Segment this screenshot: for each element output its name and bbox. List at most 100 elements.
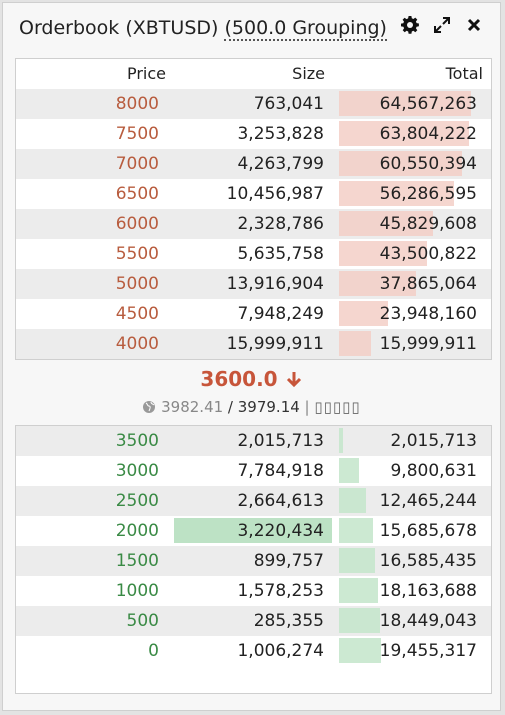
bid-size: 2,664,613: [237, 491, 324, 511]
ask-row[interactable]: 5000 13,916,904 37,865,064: [16, 269, 491, 299]
bid-row[interactable]: 1500 899,757 16,585,435: [16, 546, 491, 576]
bid-row[interactable]: 2500 2,664,613 12,465,244: [16, 486, 491, 516]
ask-row[interactable]: 6500 10,456,987 56,286,595: [16, 179, 491, 209]
bid-total: 9,800,631: [390, 461, 477, 481]
arrow-down-icon: [286, 372, 301, 388]
ask-size: 13,916,904: [226, 274, 324, 294]
depth-bar: [339, 211, 433, 236]
grouping-selector[interactable]: (500.0 Grouping): [224, 17, 387, 41]
bid-size: 899,757: [253, 551, 324, 571]
index-price[interactable]: 3982.41: [161, 398, 224, 416]
gear-icon[interactable]: [400, 15, 420, 35]
depth-bar: [339, 331, 371, 356]
bid-row[interactable]: 1000 1,578,253 18,163,688: [16, 576, 491, 606]
bid-total: 2,015,713: [390, 431, 477, 451]
close-icon[interactable]: [464, 15, 484, 35]
globe-icon: [143, 401, 156, 413]
bid-price: 2500: [115, 491, 159, 511]
title-text: Orderbook (XBTUSD): [19, 17, 219, 39]
bid-row[interactable]: 500 285,355 18,449,043: [16, 606, 491, 636]
placeholder-glyphs: ▯▯▯▯▯: [314, 398, 361, 416]
ask-total: 45,829,608: [379, 214, 477, 234]
ask-size: 3,253,828: [237, 124, 324, 144]
bids-table: 3500 2,015,713 2,015,713 3000 7,784,918 9,800…: [15, 425, 492, 694]
ask-price: 7500: [115, 124, 159, 144]
ask-row[interactable]: 7500 3,253,828 63,804,222: [16, 119, 491, 149]
ask-price: 7000: [115, 154, 159, 174]
depth-bar: [339, 458, 359, 483]
bid-total: 16,585,435: [379, 551, 477, 571]
depth-bar: [339, 608, 380, 633]
last-price-value: 3600.0: [200, 367, 278, 391]
bid-total: 15,685,678: [379, 521, 477, 541]
column-headers: Price Size Total: [16, 59, 491, 89]
bid-price: 3000: [115, 461, 159, 481]
ask-total: 60,550,394: [379, 154, 477, 174]
ask-total: 15,999,911: [379, 334, 477, 354]
ask-total: 64,567,263: [379, 94, 477, 114]
bid-total: 12,465,244: [379, 491, 477, 511]
depth-bar: [339, 428, 343, 453]
bid-row[interactable]: 2000 3,220,434 15,685,678: [16, 516, 491, 546]
ask-row[interactable]: 4000 15,999,911 15,999,911: [16, 329, 491, 359]
ask-price: 6000: [115, 214, 159, 234]
expand-icon[interactable]: [432, 15, 452, 35]
index-mark-prices: 3982.41 / 3979.14 | ▯▯▯▯▯: [3, 398, 500, 416]
ask-total: 37,865,064: [379, 274, 477, 294]
bid-row[interactable]: 0 1,006,274 19,455,317: [16, 636, 491, 666]
bid-price: 2000: [115, 521, 159, 541]
panel-title: Orderbook (XBTUSD) (500.0 Grouping): [19, 17, 387, 41]
header-actions: [400, 15, 484, 35]
ask-row[interactable]: 7000 4,263,799 60,550,394: [16, 149, 491, 179]
depth-bar: [339, 151, 462, 176]
ask-total: 56,286,595: [379, 184, 477, 204]
depth-bar: [339, 638, 381, 663]
bid-size: 1,006,274: [237, 641, 324, 661]
size-highlight-bar: [174, 518, 332, 543]
orderbook-panel: Orderbook (XBTUSD) (500.0 Grouping): [2, 2, 501, 711]
mid-price-section: 3600.0 3982.41 / 3979.14 | ▯▯▯▯▯: [3, 361, 500, 425]
depth-bar: [339, 181, 454, 206]
ask-price: 6500: [115, 184, 159, 204]
price-header: Price: [126, 64, 166, 83]
last-price: 3600.0: [3, 367, 500, 391]
bid-price: 1500: [115, 551, 159, 571]
bid-price: 1000: [115, 581, 159, 601]
ask-size: 15,999,911: [226, 334, 324, 354]
ask-size: 2,328,786: [237, 214, 324, 234]
total-header: Total: [445, 64, 483, 83]
bid-size: 7,784,918: [237, 461, 324, 481]
bid-total: 18,163,688: [379, 581, 477, 601]
depth-bar: [339, 518, 373, 543]
bid-price: 0: [148, 641, 159, 661]
ask-price: 4500: [115, 304, 159, 324]
ask-row[interactable]: 5500 5,635,758 43,500,822: [16, 239, 491, 269]
ask-row[interactable]: 4500 7,948,249 23,948,160: [16, 299, 491, 329]
ask-total: 23,948,160: [379, 304, 477, 324]
depth-bar: [339, 121, 469, 146]
bid-size: 2,015,713: [237, 431, 324, 451]
ask-row[interactable]: 8000 763,041 64,567,263: [16, 89, 491, 119]
mark-price[interactable]: 3979.14: [237, 398, 300, 416]
bid-size: 3,220,434: [237, 521, 324, 541]
depth-bar: [339, 271, 416, 296]
bid-row[interactable]: 3000 7,784,918 9,800,631: [16, 456, 491, 486]
ask-price: 5500: [115, 244, 159, 264]
bid-total: 18,449,043: [379, 611, 477, 631]
ask-total: 43,500,822: [379, 244, 477, 264]
ask-size: 4,263,799: [237, 154, 324, 174]
ask-total: 63,804,222: [379, 124, 477, 144]
bid-price: 3500: [115, 431, 159, 451]
ask-size: 5,635,758: [237, 244, 324, 264]
panel-header: Orderbook (XBTUSD) (500.0 Grouping): [3, 3, 500, 51]
price-separator: /: [223, 398, 238, 416]
depth-bar: [339, 578, 378, 603]
bid-price: 500: [126, 611, 159, 631]
bid-row[interactable]: 3500 2,015,713 2,015,713: [16, 426, 491, 456]
ask-size: 763,041: [253, 94, 324, 114]
ask-row[interactable]: 6000 2,328,786 45,829,608: [16, 209, 491, 239]
depth-bar: [339, 488, 366, 513]
ask-size: 10,456,987: [226, 184, 324, 204]
ask-price: 8000: [115, 94, 159, 114]
pipe-separator: |: [299, 398, 315, 416]
